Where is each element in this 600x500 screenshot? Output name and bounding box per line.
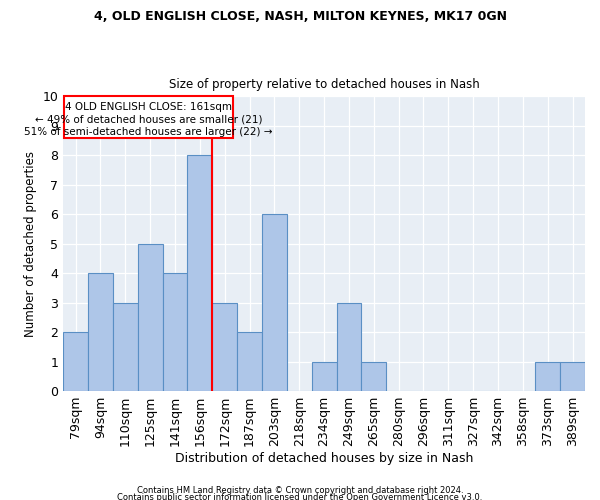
Text: 4 OLD ENGLISH CLOSE: 161sqm: 4 OLD ENGLISH CLOSE: 161sqm [65, 102, 232, 112]
Text: 51% of semi-detached houses are larger (22) →: 51% of semi-detached houses are larger (… [24, 128, 273, 138]
Text: ← 49% of detached houses are smaller (21): ← 49% of detached houses are smaller (21… [35, 114, 262, 124]
Text: Contains HM Land Registry data © Crown copyright and database right 2024.: Contains HM Land Registry data © Crown c… [137, 486, 463, 495]
Bar [337, 302, 361, 391]
Text: 4, OLD ENGLISH CLOSE, NASH, MILTON KEYNES, MK17 0GN: 4, OLD ENGLISH CLOSE, NASH, MILTON KEYNE… [94, 10, 506, 23]
Bar [237, 332, 262, 391]
Bar [311, 362, 337, 391]
Bar [560, 362, 585, 391]
Bar [88, 273, 113, 391]
Bar [64, 96, 233, 138]
Bar [163, 273, 187, 391]
Bar [138, 244, 163, 391]
X-axis label: Distribution of detached houses by size in Nash: Distribution of detached houses by size … [175, 452, 473, 465]
Bar [113, 302, 138, 391]
Text: Contains public sector information licensed under the Open Government Licence v3: Contains public sector information licen… [118, 494, 482, 500]
Bar [535, 362, 560, 391]
Bar [63, 332, 88, 391]
Y-axis label: Number of detached properties: Number of detached properties [24, 150, 37, 336]
Bar [187, 156, 212, 391]
Bar [361, 362, 386, 391]
Title: Size of property relative to detached houses in Nash: Size of property relative to detached ho… [169, 78, 479, 91]
Bar [262, 214, 287, 391]
Bar [212, 302, 237, 391]
